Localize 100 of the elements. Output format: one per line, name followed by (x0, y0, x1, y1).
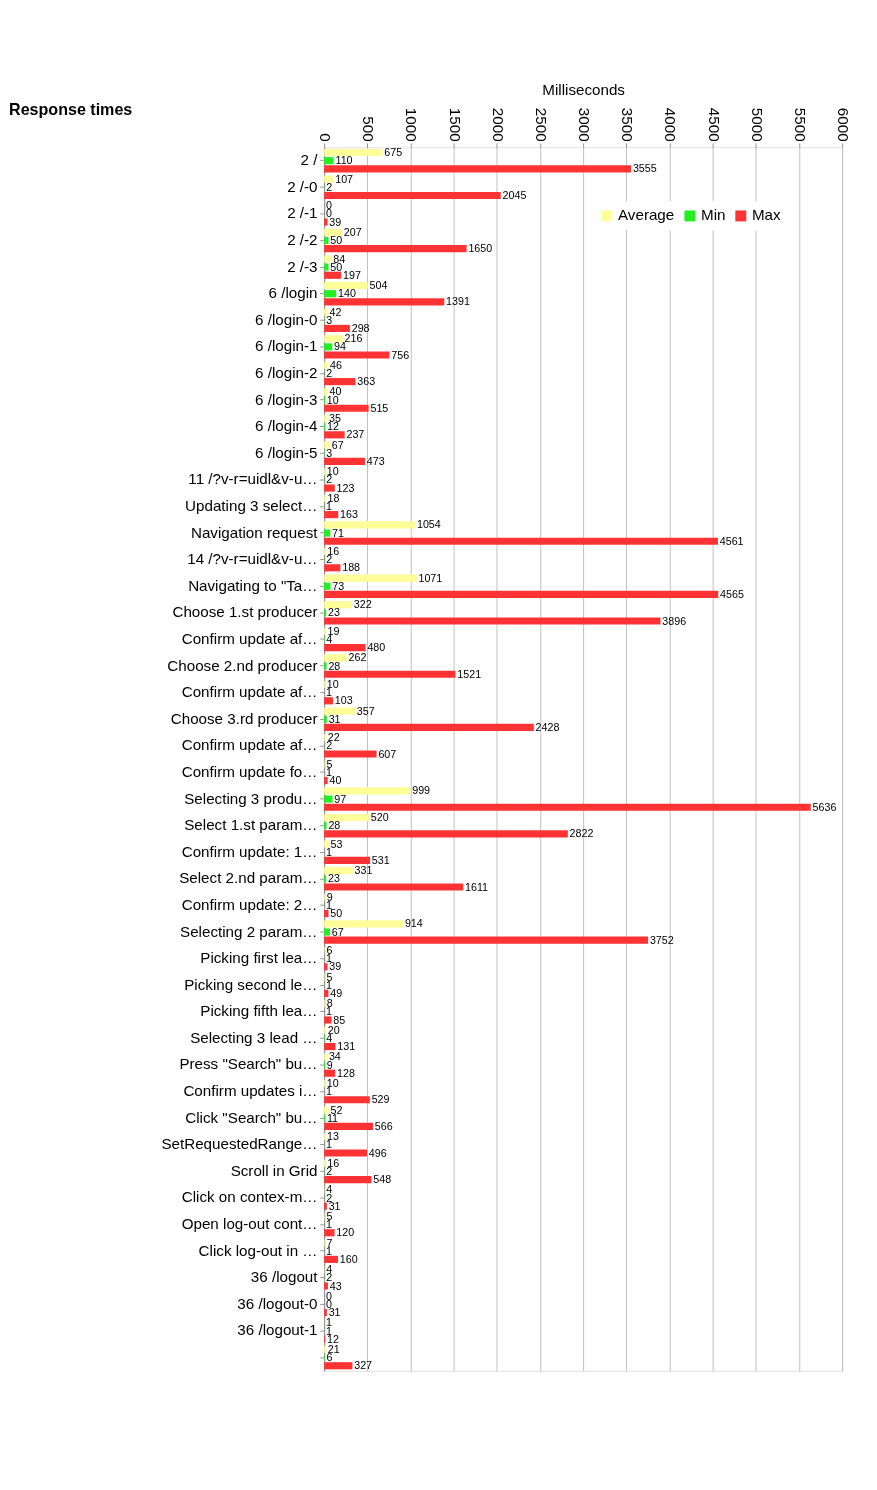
bar (324, 750, 377, 758)
bar (324, 414, 328, 423)
y-tick-label: 6 /login-1 (255, 337, 318, 355)
y-tick-label: Press "Search" bu… (179, 1055, 318, 1073)
y-tick-label: Select 1.st param… (184, 816, 318, 834)
data-label: 1 (326, 686, 333, 699)
y-tick-label: Selecting 2 param… (180, 922, 318, 940)
data-label: 120 (336, 1226, 355, 1239)
bar (324, 165, 632, 173)
x-tick-label: 0 (317, 133, 335, 142)
data-label: 2 (326, 1191, 333, 1204)
bar (324, 590, 719, 598)
data-label: 607 (378, 747, 397, 760)
data-label: 110 (335, 154, 353, 167)
y-tick-label: Selecting 3 produ… (184, 789, 318, 807)
bar (324, 670, 456, 678)
bar (324, 281, 368, 290)
data-label: 1611 (465, 880, 489, 893)
y-tick-label: 2 /-1 (287, 204, 318, 222)
data-label: 298 (351, 322, 370, 335)
y-tick-label: Confirm update: 2… (181, 895, 318, 913)
bar (324, 255, 332, 263)
data-label: 531 (371, 853, 390, 866)
y-tick-label: Confirm update fo… (181, 762, 318, 780)
y-tick-label: 6 /login-5 (255, 443, 318, 461)
data-label: 1650 (468, 242, 493, 255)
data-label: 1 (326, 1085, 333, 1098)
y-tick-label: Picking first lea… (200, 949, 318, 967)
bar (324, 441, 330, 449)
x-tick-label: 500 (360, 116, 378, 142)
y-tick-label: Updating 3 select… (185, 496, 318, 514)
legend-label: Max (751, 206, 782, 224)
bar (324, 787, 411, 795)
text: Response times (9, 99, 133, 118)
bar (324, 1255, 338, 1263)
y-tick-label: Navigating to "Ta… (188, 576, 318, 594)
data-label: 363 (357, 375, 376, 388)
data-label: 2 (326, 553, 333, 566)
data-label: 131 (337, 1040, 356, 1053)
bar (324, 1149, 368, 1157)
bar (324, 707, 356, 715)
y-tick-label: Choose 2.nd producer (167, 656, 318, 674)
y-tick-label: Selecting 3 lead … (190, 1028, 318, 1046)
data-label: 71 (332, 526, 345, 539)
data-label: 999 (412, 784, 431, 797)
y-tick-label: 36 /logout-1 (237, 1321, 318, 1339)
bar (324, 191, 501, 200)
data-label: 9 (326, 1058, 333, 1071)
y-tick-label: 2 / (300, 151, 319, 169)
x-tick-label: 3000 (576, 107, 594, 142)
data-label: 107 (335, 172, 354, 185)
data-label: 1054 (416, 518, 441, 531)
data-label: 50 (330, 234, 343, 247)
data-label: 357 (356, 704, 375, 717)
bar (324, 883, 464, 891)
bar (324, 404, 369, 412)
bar (324, 245, 467, 253)
bar (324, 830, 568, 838)
data-label: 331 (354, 864, 373, 877)
bar (324, 1309, 327, 1317)
bar (324, 1229, 335, 1237)
y-tick-label: Navigation request (190, 523, 319, 541)
bar (324, 574, 417, 582)
data-label: 529 (371, 1093, 390, 1106)
y-tick-label: 11 /?v-r=uidl&v-u… (188, 470, 318, 488)
data-label: 515 (370, 401, 389, 414)
data-label: 160 (339, 1252, 358, 1265)
bar (324, 867, 353, 875)
y-tick-label: Picking fifth lea… (200, 1002, 318, 1020)
data-label: 23 (327, 872, 340, 885)
bar (324, 1202, 327, 1210)
bar (324, 308, 328, 316)
bar (324, 298, 445, 306)
legend-label: Average (618, 206, 675, 224)
bar (324, 1176, 372, 1184)
bar (324, 777, 328, 785)
x-tick-label: 4500 (705, 107, 723, 142)
data-label: 197 (342, 268, 361, 281)
data-label: 5 (326, 757, 333, 770)
x-tick-label: 3500 (619, 107, 637, 142)
y-tick-label: Open log-out cont… (181, 1215, 318, 1233)
bar (324, 928, 330, 936)
y-tick-label: 6 /login-0 (255, 310, 318, 328)
bar (324, 290, 337, 298)
data-label: 473 (366, 455, 385, 467)
y-tick-label: 2 /-3 (287, 257, 318, 275)
bar (324, 822, 327, 830)
bar (324, 148, 383, 157)
bar (324, 856, 371, 864)
data-label: 73 (332, 579, 345, 592)
data-label: 31 (328, 1306, 341, 1319)
x-tick-label: 1500 (446, 107, 464, 142)
data-label: 40 (329, 774, 342, 787)
x-tick-label: 4000 (662, 107, 680, 142)
data-label: 1 (326, 1005, 333, 1018)
data-label: 675 (384, 146, 403, 159)
bar (324, 564, 341, 572)
bar (324, 1016, 332, 1024)
bar (324, 388, 328, 396)
data-label: 548 (373, 1173, 392, 1186)
